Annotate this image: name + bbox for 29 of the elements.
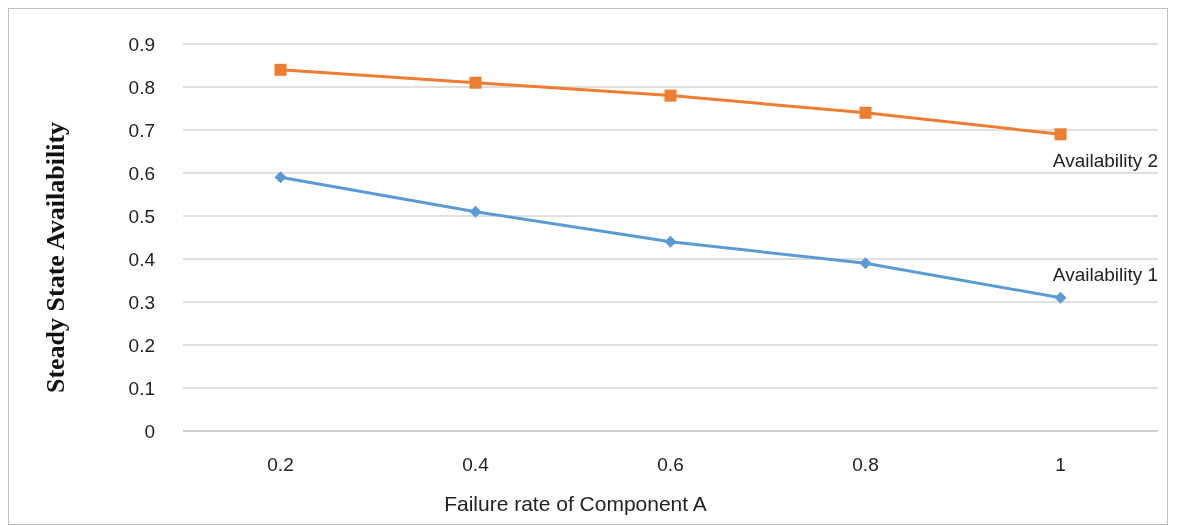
point bbox=[859, 106, 872, 119]
point bbox=[274, 171, 287, 184]
y-tick-label: 0.2 bbox=[128, 334, 155, 356]
x-tick-label: 0.8 bbox=[852, 454, 879, 475]
y-tick-label: 0.1 bbox=[128, 377, 155, 399]
point bbox=[664, 89, 677, 102]
y-tick-label: 0.9 bbox=[128, 33, 155, 55]
y-axis-title: Steady State Availability bbox=[41, 121, 70, 394]
x-tick-label: 0.6 bbox=[657, 454, 684, 475]
y-tick-label: 0.6 bbox=[128, 162, 155, 184]
point bbox=[1054, 128, 1067, 141]
point bbox=[1054, 291, 1067, 304]
y-tick-label: 0 bbox=[144, 420, 155, 442]
y-tick-label: 0.7 bbox=[128, 119, 155, 141]
y-tick-label: 0.5 bbox=[128, 205, 155, 227]
x-axis-title: Failure rate of Component A bbox=[444, 492, 707, 515]
point bbox=[469, 76, 482, 89]
y-tick-label: 0.4 bbox=[128, 248, 156, 270]
x-tick-label: 0.2 bbox=[267, 454, 294, 475]
y-tick-label: 0.3 bbox=[128, 291, 155, 313]
x-tick-label: 1 bbox=[1055, 454, 1066, 475]
y-tick-label: 0.8 bbox=[128, 76, 155, 98]
point bbox=[469, 205, 482, 218]
point bbox=[859, 257, 872, 270]
point bbox=[664, 235, 677, 248]
point bbox=[274, 63, 287, 76]
series-label: Availability 2 bbox=[1052, 150, 1159, 172]
series-label: Availability 1 bbox=[1052, 263, 1159, 285]
x-tick-label: 0.4 bbox=[462, 454, 490, 475]
